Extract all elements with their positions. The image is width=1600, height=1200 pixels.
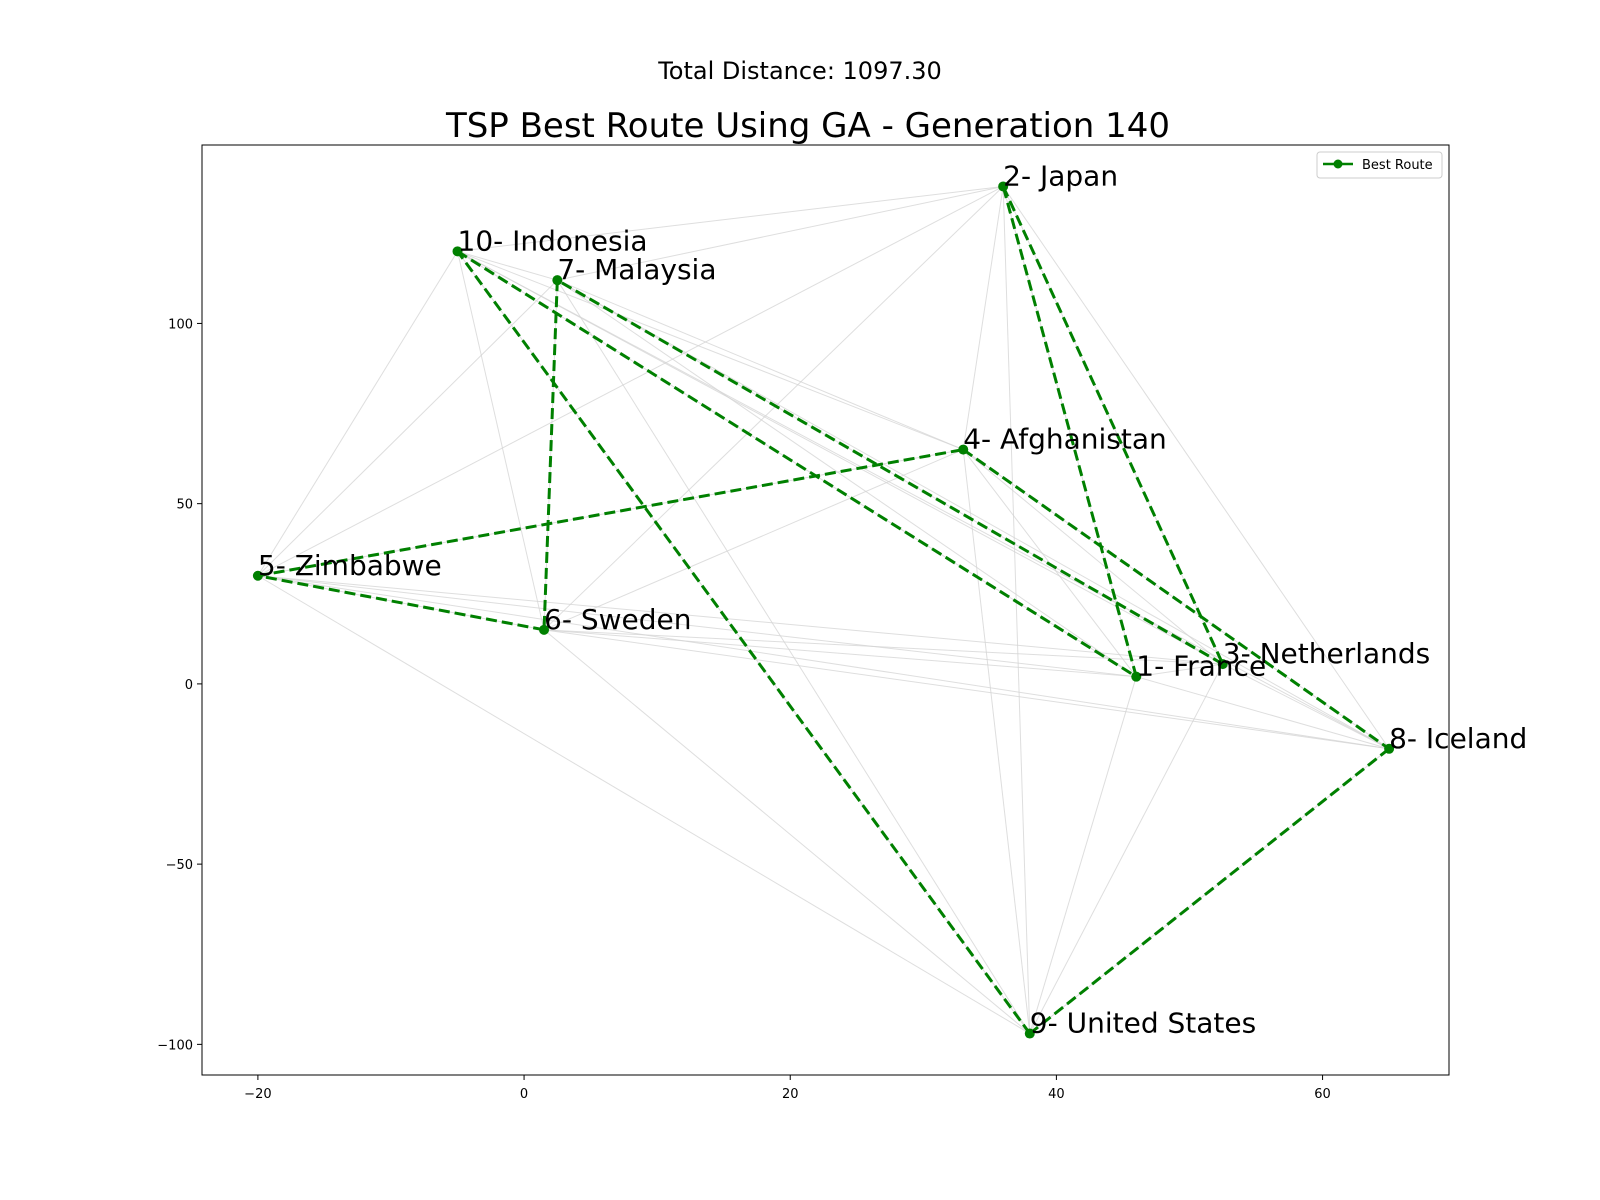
edge-1-6 [543, 629, 1137, 678]
city-label: 7- Malaysia [557, 253, 716, 286]
x-tick-label: 0 [520, 1087, 528, 1102]
city-label: 4- Afghanistan [963, 423, 1167, 456]
background-edges [257, 185, 1390, 1034]
x-tick-label: 40 [1048, 1087, 1065, 1102]
route-segment [556, 278, 1224, 666]
edge-1-9 [1029, 676, 1137, 1034]
y-axis: −100 −50 0 50 100 [157, 317, 202, 1053]
city-label: 3- Netherlands [1223, 637, 1431, 670]
city-marker [552, 275, 563, 286]
x-tick-label: −20 [244, 1087, 271, 1102]
city-markers [252, 181, 1395, 1039]
edge-8-10 [457, 250, 1390, 750]
edge-1-7 [557, 279, 1137, 678]
route-segment [456, 250, 1138, 678]
edge-2-7 [557, 185, 1004, 281]
suptitle: Total Distance: 1097.30 [657, 57, 942, 85]
edge-7-9 [556, 279, 1031, 1034]
city-marker [539, 624, 550, 635]
route-segment [1001, 185, 1225, 665]
y-tick-label: −50 [166, 858, 193, 873]
edge-2-6 [543, 186, 1004, 631]
city-label: 10- Indonesia [458, 224, 648, 257]
route-segment [1028, 747, 1391, 1035]
y-tick-label: 100 [168, 317, 193, 332]
best-route [257, 185, 1391, 1035]
route-segment [257, 448, 964, 578]
city-label: 5- Zimbabwe [258, 549, 442, 582]
y-tick-label: 0 [185, 678, 193, 693]
edge-4-10 [457, 250, 964, 451]
edge-3-8 [1222, 663, 1390, 750]
city-marker [452, 246, 463, 257]
edge-6-9 [543, 629, 1031, 1034]
city-labels: 1- France 2- Japan 3- Netherlands 4- Afghan… [258, 159, 1527, 1039]
edge-2-8 [1002, 186, 1390, 750]
city-label: 8- Iceland [1389, 722, 1527, 755]
edge-3-10 [457, 250, 1223, 665]
city-label: 2- Japan [1003, 159, 1118, 192]
city-label: 6- Sweden [544, 603, 691, 636]
city-label: 1- France [1136, 650, 1266, 683]
edge-3-5 [257, 575, 1223, 665]
city-marker [958, 444, 969, 455]
edge-1-5 [257, 575, 1137, 678]
x-tick-label: 20 [782, 1087, 799, 1102]
city-marker [252, 570, 263, 581]
plot-area-frame [201, 144, 1450, 1076]
legend-label: Best Route [1362, 158, 1433, 173]
edge-4-9 [962, 449, 1031, 1034]
city-marker [1217, 659, 1228, 670]
edge-3-4 [962, 449, 1224, 665]
x-tick-label: 60 [1314, 1087, 1331, 1102]
edge-6-10 [457, 251, 545, 630]
route-segment [1001, 186, 1138, 678]
legend-marker-icon [1333, 159, 1343, 169]
edge-5-8 [257, 575, 1390, 750]
legend: Best Route [1316, 151, 1443, 179]
edge-2-5 [257, 186, 1004, 577]
edge-1-8 [1136, 676, 1390, 750]
city-marker [1384, 743, 1395, 754]
edge-2-4 [962, 186, 1004, 450]
edge-2-10 [457, 185, 1004, 252]
edge-4-7 [557, 279, 964, 451]
city-marker [1131, 671, 1142, 682]
edge-2-9 [1002, 186, 1031, 1034]
city-marker [998, 181, 1009, 192]
route-segment [542, 280, 559, 630]
chart-title: TSP Best Route Using GA - Generation 140 [445, 106, 1170, 146]
edge-7-10 [457, 250, 558, 281]
route-segment [962, 448, 1390, 751]
route-segment [456, 250, 1031, 1035]
edge-5-9 [257, 575, 1031, 1034]
city-label: 9- United States [1030, 1007, 1256, 1040]
edge-3-9 [1029, 663, 1224, 1034]
city-marker [1024, 1028, 1035, 1039]
y-tick-label: −100 [157, 1038, 193, 1053]
legend-frame [1316, 151, 1443, 179]
edge-7-8 [557, 279, 1390, 750]
y-tick-label: 50 [176, 498, 193, 513]
edge-5-7 [257, 279, 558, 577]
x-axis: −20 0 20 40 60 [244, 1075, 1331, 1102]
edge-4-6 [543, 449, 964, 631]
edge-1-3 [1136, 663, 1223, 678]
route-segment [257, 574, 545, 632]
edge-5-10 [257, 251, 458, 577]
edge-6-8 [543, 629, 1390, 750]
